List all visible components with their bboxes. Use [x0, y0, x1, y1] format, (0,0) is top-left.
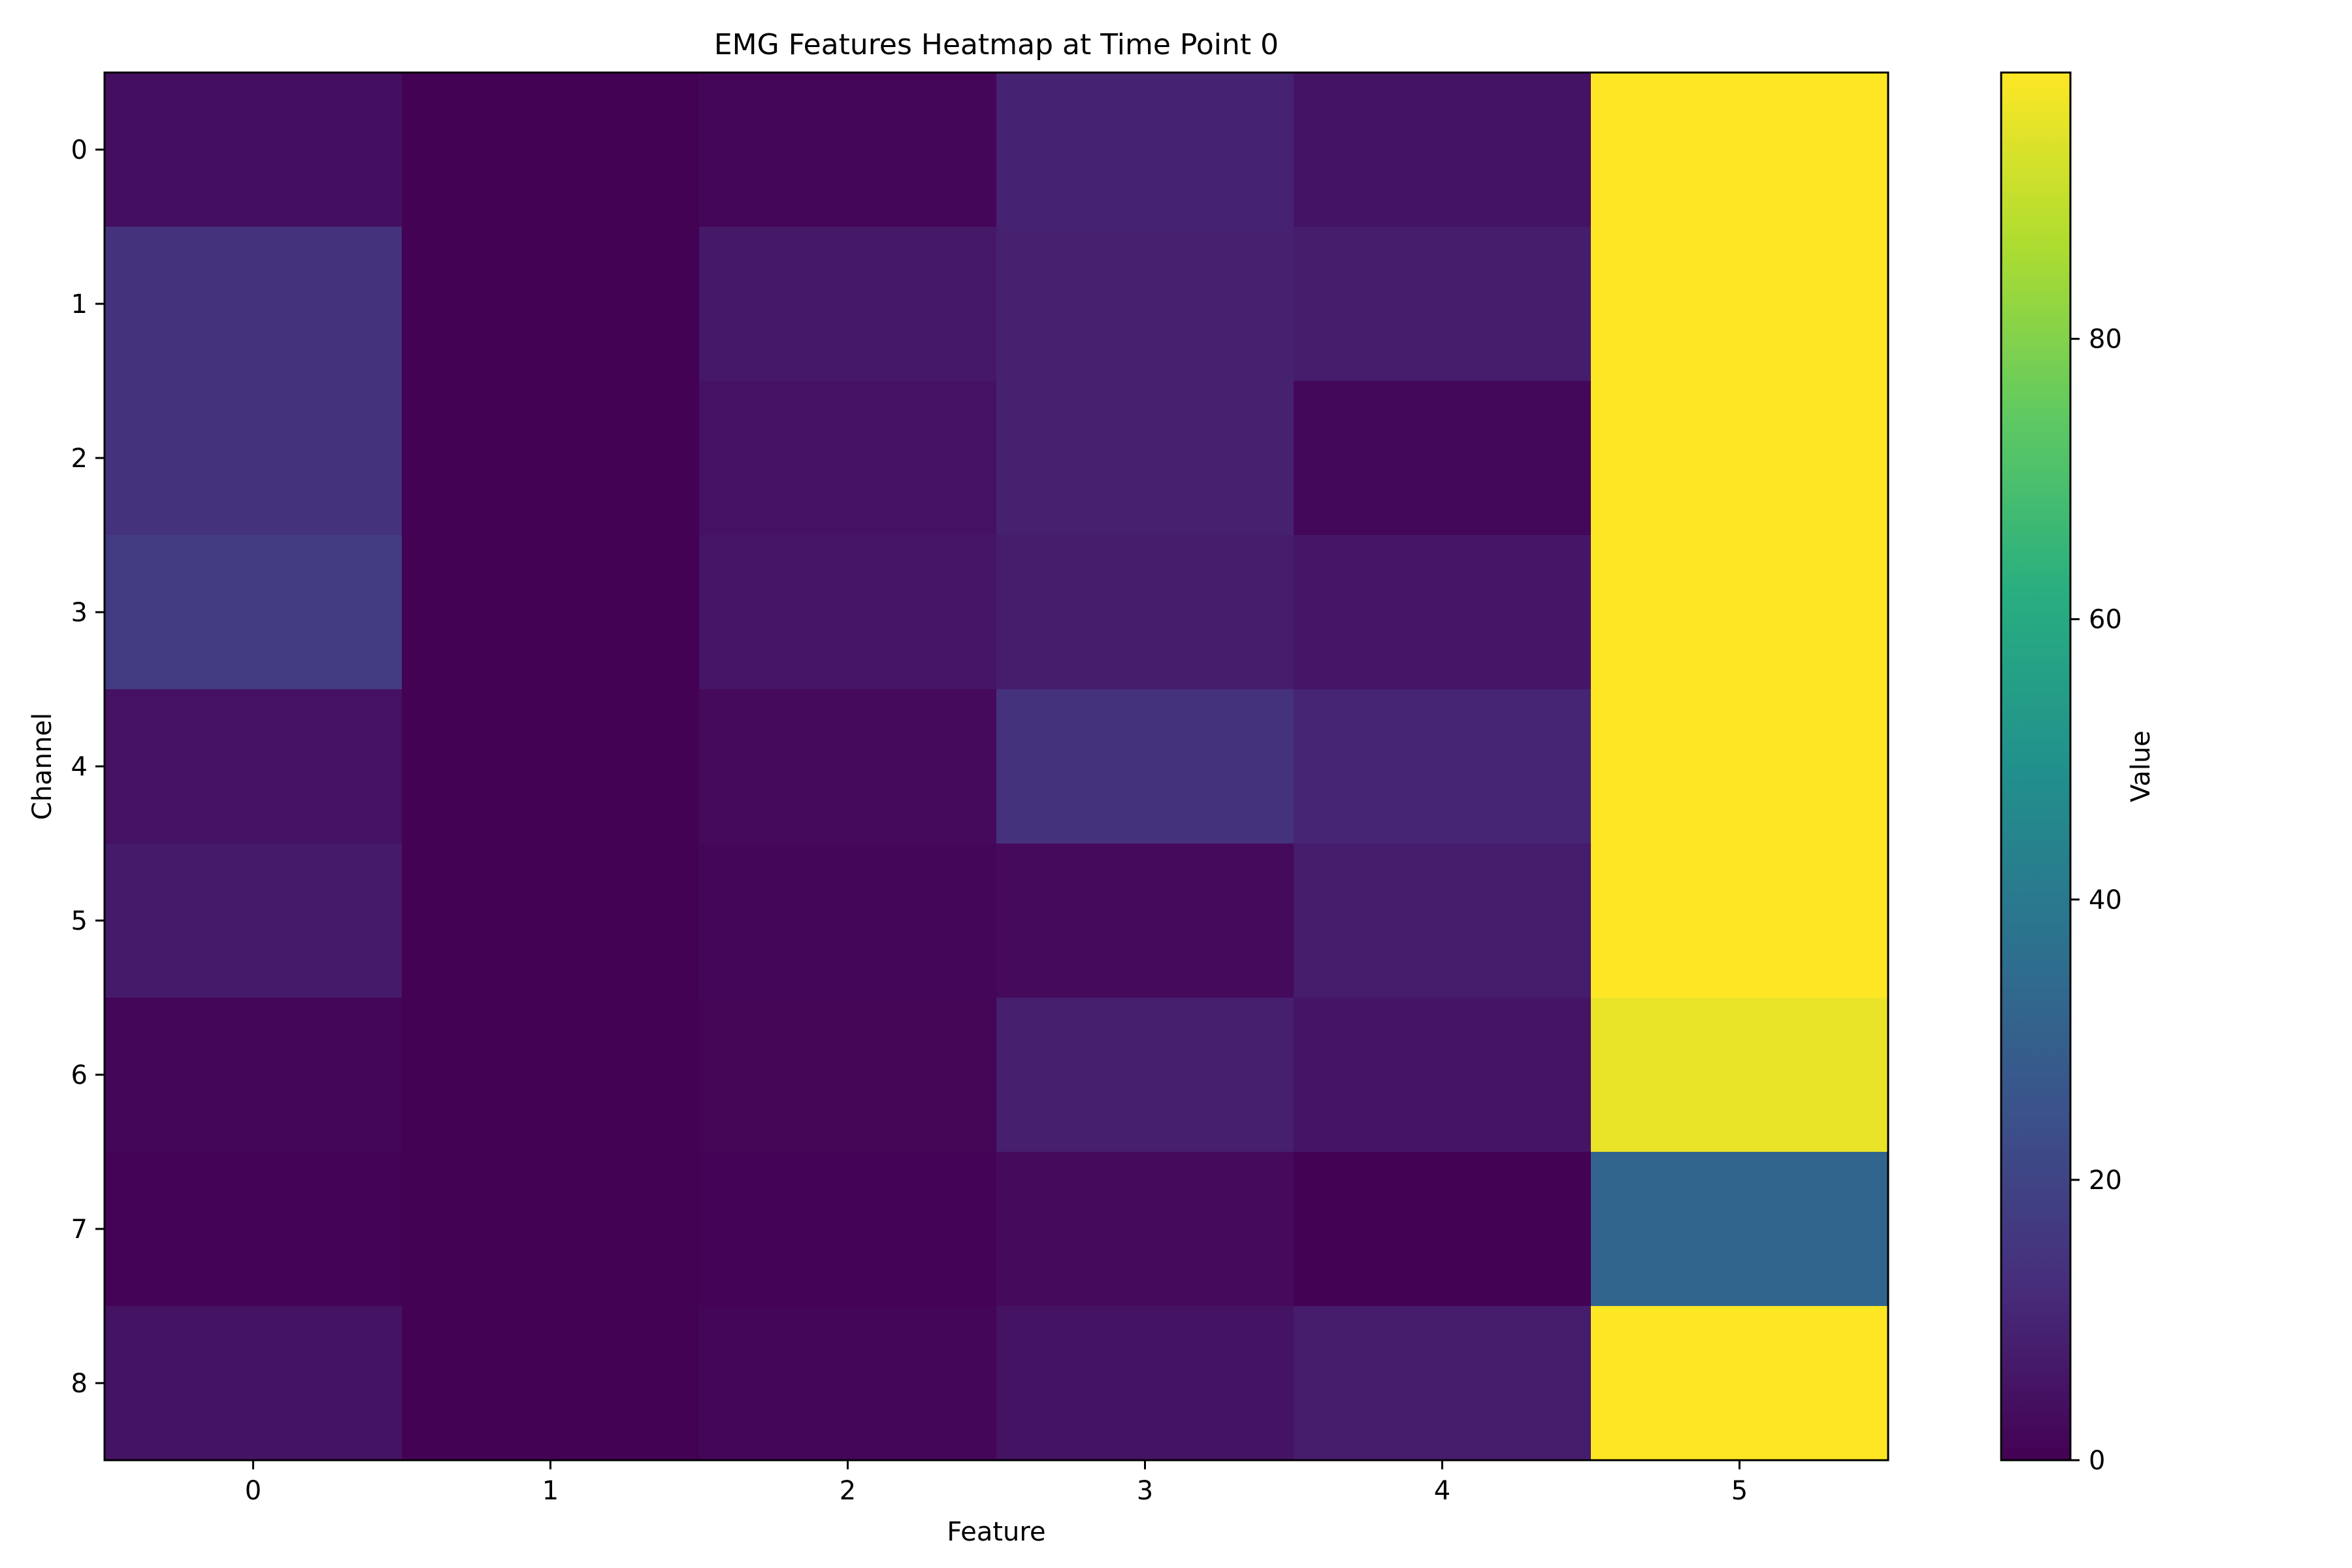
- heatmap-cell-r5-c1: [402, 843, 700, 998]
- colorbar-tick-label: 20: [2089, 1166, 2122, 1196]
- heatmap-cell-r2-c0: [105, 381, 402, 536]
- x-axis-label: Feature: [947, 1517, 1045, 1547]
- heatmap-cell-r8-c3: [996, 1306, 1294, 1461]
- y-tick-label: 1: [71, 289, 88, 319]
- heatmap-cell-r4-c1: [402, 689, 700, 844]
- x-tick-label: 3: [1137, 1476, 1153, 1506]
- heatmap-cell-r6-c4: [1294, 998, 1592, 1152]
- heatmap-cell-r1-c5: [1591, 227, 1889, 382]
- heatmap-cell-r7-c2: [699, 1152, 997, 1307]
- heatmap-cell-r7-c0: [105, 1152, 402, 1307]
- heatmap-cell-r2-c2: [699, 381, 997, 536]
- heatmap-cell-r1-c2: [699, 227, 997, 382]
- heatmap-cell-r4-c2: [699, 689, 997, 844]
- colorbar-label: Value: [2126, 730, 2156, 802]
- heatmap-cell-r4-c4: [1294, 689, 1592, 844]
- heatmap-cell-r1-c1: [402, 227, 700, 382]
- heatmap-cell-r2-c5: [1591, 381, 1889, 536]
- heatmap-cell-r8-c2: [699, 1306, 997, 1461]
- heatmap-cell-r5-c2: [699, 843, 997, 998]
- heatmap-cell-r8-c4: [1294, 1306, 1592, 1461]
- heatmap-cell-r2-c3: [996, 381, 1294, 536]
- x-axis-ticks: 0 1 2 3 4 5: [245, 1460, 1748, 1506]
- y-tick-label: 6: [71, 1060, 88, 1090]
- y-tick-label: 5: [71, 906, 88, 936]
- y-axis-label: Channel: [27, 713, 57, 820]
- heatmap-cell-r6-c5: [1591, 998, 1889, 1152]
- x-tick-label: 0: [245, 1476, 261, 1506]
- heatmap-cell-r3-c3: [996, 535, 1294, 690]
- heatmap-cell-r0-c5: [1591, 73, 1889, 227]
- heatmap-cell-r5-c0: [105, 843, 402, 998]
- y-tick-label: 7: [71, 1215, 88, 1245]
- heatmap-cell-r4-c5: [1591, 689, 1889, 844]
- heatmap-cell-r0-c3: [996, 73, 1294, 227]
- colorbar-tick-label: 80: [2089, 325, 2122, 355]
- colorbar: [2000, 71, 2072, 1462]
- x-tick-label: 4: [1434, 1476, 1450, 1506]
- heatmap-cell-r8-c1: [402, 1306, 700, 1461]
- heatmap-cell-r2-c1: [402, 381, 700, 536]
- colorbar-tick-label: 60: [2089, 605, 2122, 635]
- heatmap-cell-r6-c3: [996, 998, 1294, 1152]
- x-tick-label: 2: [840, 1476, 856, 1506]
- heatmap-cell-r1-c4: [1294, 227, 1592, 382]
- heatmap-cell-r5-c3: [996, 843, 1294, 998]
- heatmap-cell-r6-c0: [105, 998, 402, 1152]
- heatmap-cell-r3-c2: [699, 535, 997, 690]
- heatmap-cell-r8-c5: [1591, 1306, 1889, 1461]
- heatmap-cell-r7-c3: [996, 1152, 1294, 1307]
- heatmap-cell-r5-c5: [1591, 843, 1889, 998]
- heatmap-cell-r3-c4: [1294, 535, 1592, 690]
- heatmap-cell-r1-c0: [105, 227, 402, 382]
- heatmap-cell-r3-c0: [105, 535, 402, 690]
- heatmap-cell-r0-c1: [402, 73, 700, 227]
- heatmap-cell-r4-c0: [105, 689, 402, 844]
- x-tick-label: 1: [542, 1476, 559, 1506]
- y-tick-label: 8: [71, 1369, 88, 1399]
- heatmap-cell-r7-c4: [1294, 1152, 1592, 1307]
- heatmap-cell-r7-c1: [402, 1152, 700, 1307]
- heatmap-cells: [105, 73, 1889, 1461]
- chart-title: EMG Features Heatmap at Time Point 0: [714, 28, 1279, 61]
- colorbar-tick-label: 0: [2089, 1446, 2105, 1476]
- heatmap-cell-r6-c1: [402, 998, 700, 1152]
- x-tick-label: 5: [1731, 1476, 1748, 1506]
- heatmap-cell-r6-c2: [699, 998, 997, 1152]
- y-tick-label: 3: [71, 598, 88, 628]
- heatmap-cell-r0-c4: [1294, 73, 1592, 227]
- heatmap-cell-r3-c1: [402, 535, 700, 690]
- heatmap-cell-r2-c4: [1294, 381, 1592, 536]
- y-axis-ticks: 0 1 2 3 4 5 6 7 8: [71, 135, 105, 1399]
- heatmap-cell-r3-c5: [1591, 535, 1889, 690]
- heatmap-cell-r0-c2: [699, 73, 997, 227]
- heatmap-cell-r1-c3: [996, 227, 1294, 382]
- y-tick-label: 4: [71, 752, 88, 782]
- heatmap-cell-r0-c0: [105, 73, 402, 227]
- heatmap-cell-r5-c4: [1294, 843, 1592, 998]
- y-tick-label: 2: [71, 444, 88, 474]
- heatmap-cell-r8-c0: [105, 1306, 402, 1461]
- colorbar-tick-label: 40: [2089, 885, 2122, 915]
- heatmap-cell-r4-c3: [996, 689, 1294, 844]
- y-tick-label: 0: [71, 135, 88, 165]
- heatmap-cell-r7-c5: [1591, 1152, 1889, 1307]
- colorbar-ticks: 0 20 40 60 80: [2070, 325, 2122, 1476]
